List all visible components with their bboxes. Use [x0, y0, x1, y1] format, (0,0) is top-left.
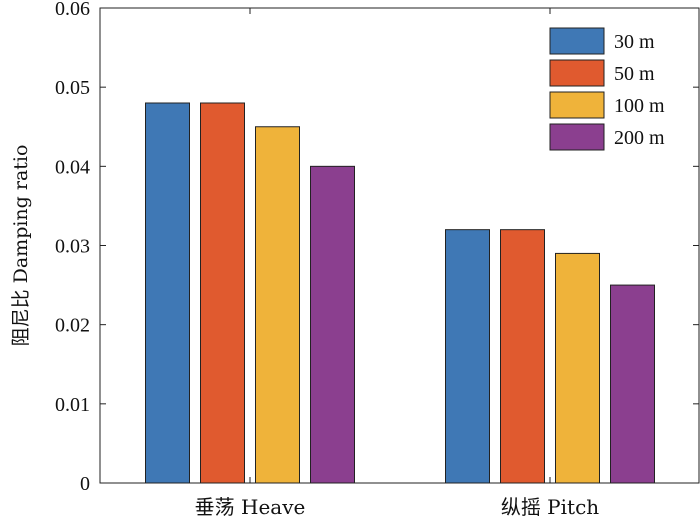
bar-30m-1 — [445, 229, 490, 484]
legend-label: 50 m — [614, 63, 655, 85]
legend-swatch — [549, 59, 605, 87]
legend-swatch — [549, 123, 605, 151]
legend-label: 100 m — [614, 95, 665, 117]
y-tick-label: 0.03 — [55, 236, 90, 258]
bar-100m-0 — [255, 126, 300, 484]
x-category-label: 纵摇 Pitch — [501, 495, 599, 519]
y-axis-title: 阻尼比 Damping ratio — [10, 145, 32, 347]
bars-group — [145, 102, 655, 484]
y-tick-label: 0.01 — [55, 394, 90, 416]
y-tick-label: 0 — [80, 473, 90, 495]
bar-100m-1 — [555, 252, 600, 484]
legend-label: 30 m — [614, 31, 655, 53]
legend-label: 200 m — [614, 127, 665, 149]
legend-swatch — [549, 27, 605, 55]
y-tick-label: 0.06 — [55, 0, 90, 20]
x-category-label: 垂荡 Heave — [195, 495, 306, 519]
y-ticks-group: 0 0.01 0.02 0.03 0.04 0.05 0.06 — [55, 0, 699, 495]
bar-50m-0 — [200, 102, 245, 484]
bar-30m-0 — [145, 102, 190, 484]
y-tick-label: 0.05 — [55, 77, 90, 99]
legend: 30 m 50 m 100 m 200 m — [549, 27, 665, 151]
bar-50m-1 — [500, 229, 545, 484]
x-ticks-group: 垂荡 Heave 纵摇 Pitch — [195, 8, 599, 519]
legend-swatch — [549, 91, 605, 119]
plot-area-frame — [99, 7, 700, 484]
y-tick-label: 0.02 — [55, 315, 90, 337]
bar-200m-1 — [610, 284, 655, 484]
y-tick-label: 0.04 — [55, 156, 90, 178]
bar-200m-0 — [310, 165, 355, 484]
